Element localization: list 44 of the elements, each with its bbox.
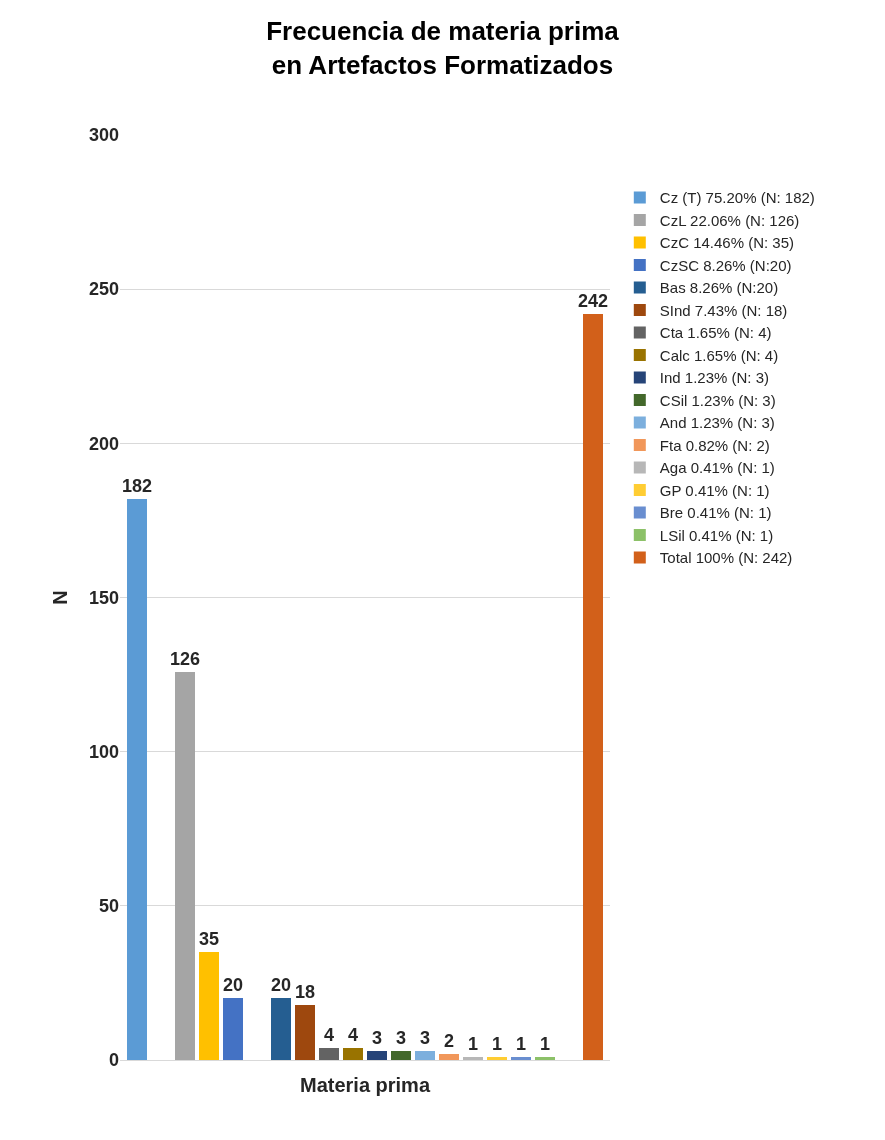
legend-label: Ind 1.23% (N: 3) — [659, 369, 770, 387]
legend-label: LSil 0.41% (N: 1) — [659, 526, 774, 544]
legend-label: Bas 8.26% (N:20) — [659, 279, 779, 297]
y-tick-label: 150 — [88, 587, 119, 608]
data-label: 3 — [419, 1028, 431, 1048]
data-label: 1 — [491, 1034, 503, 1054]
y-tick-label: 300 — [88, 125, 119, 146]
legend-label: CzSC 8.26% (N:20) — [659, 256, 792, 274]
legend-label: Cta 1.65% (N: 4) — [659, 324, 772, 342]
y-tick-label: 50 — [98, 896, 119, 917]
y-tick-label: 200 — [88, 433, 119, 454]
y-axis-title: N — [49, 590, 72, 605]
x-axis-title: Materia prima — [299, 1073, 431, 1096]
legend-label: Fta 0.82% (N: 2) — [659, 436, 770, 454]
data-label: 18 — [294, 982, 316, 1002]
y-tick-label: 100 — [88, 741, 119, 762]
y-tick-label: 0 — [108, 1050, 119, 1071]
data-label: 35 — [198, 929, 220, 949]
legend-label: CzC 14.46% (N: 35) — [659, 234, 795, 252]
legend-label: Cz (T) 75.20% (N: 182) — [659, 189, 815, 207]
data-label: 20 — [222, 975, 244, 995]
legend-label: Aga 0.41% (N: 1) — [659, 459, 775, 477]
y-tick-label: 250 — [88, 279, 119, 300]
legend-label: Bre 0.41% (N: 1) — [659, 504, 772, 522]
data-label: 242 — [577, 291, 609, 311]
legend-label: And 1.23% (N: 3) — [659, 414, 775, 432]
legend-label: CSil 1.23% (N: 3) — [659, 391, 776, 409]
data-label: 4 — [323, 1025, 335, 1045]
data-label: 182 — [121, 476, 153, 496]
data-label: 3 — [395, 1028, 407, 1048]
chart-title: Frecuencia de materia prima en Artefactos Formatizados — [266, 15, 620, 80]
legend-label: Total 100% (N: 242) — [659, 549, 793, 567]
data-label: 20 — [270, 975, 292, 995]
legend-label: SInd 7.43% (N: 18) — [659, 301, 788, 319]
legend-label: Calc 1.65% (N: 4) — [659, 346, 779, 364]
data-label: 3 — [371, 1028, 383, 1048]
data-label: 1 — [515, 1034, 527, 1054]
data-label: 126 — [169, 649, 201, 669]
data-label: 1 — [539, 1034, 551, 1054]
legend-label: CzL 22.06% (N: 126) — [659, 211, 800, 229]
legend-label: GP 0.41% (N: 1) — [659, 481, 770, 499]
data-label: 4 — [347, 1025, 359, 1045]
data-label: 2 — [443, 1031, 455, 1051]
data-label: 1 — [467, 1034, 479, 1054]
